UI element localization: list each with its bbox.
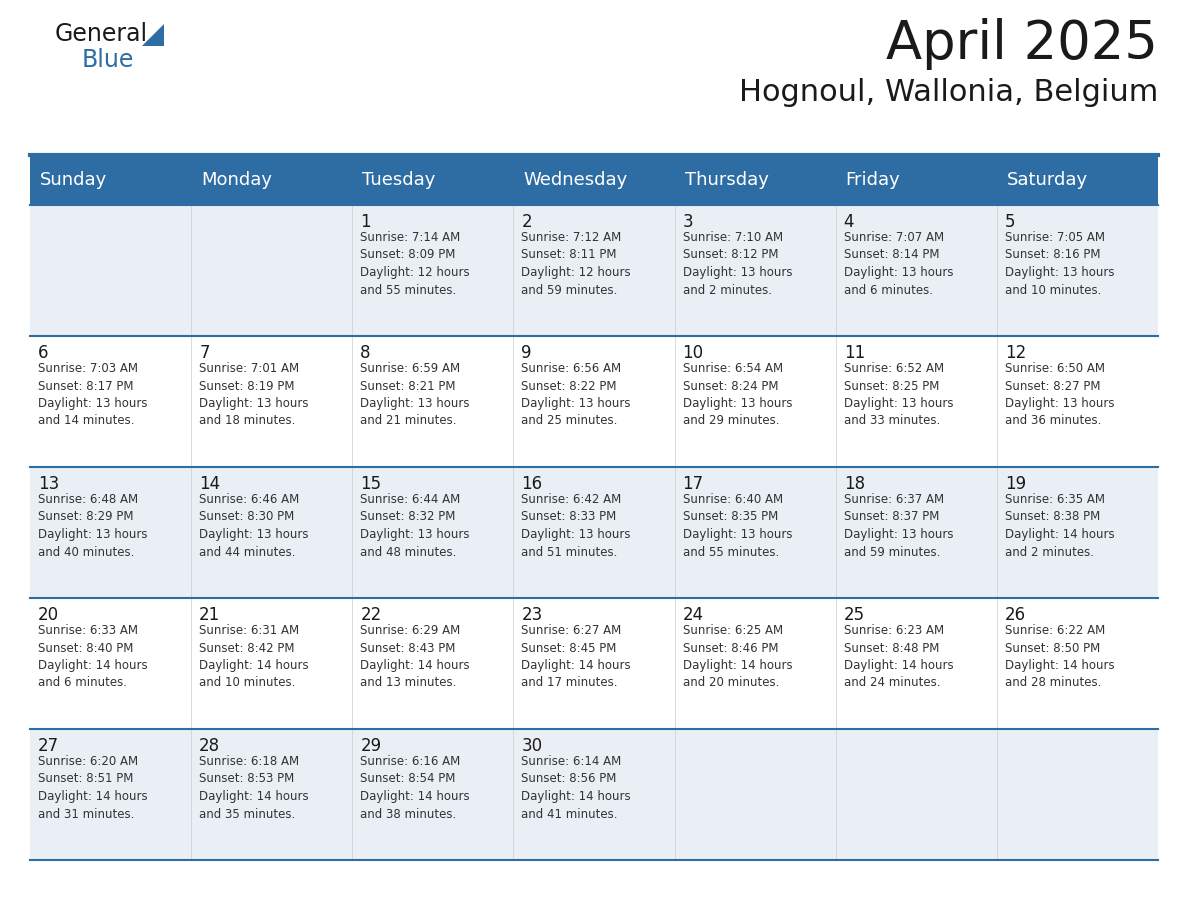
Text: Hognoul, Wallonia, Belgium: Hognoul, Wallonia, Belgium	[739, 78, 1158, 107]
Text: Sunrise: 6:46 AM
Sunset: 8:30 PM
Daylight: 13 hours
and 44 minutes.: Sunrise: 6:46 AM Sunset: 8:30 PM Dayligh…	[200, 493, 309, 558]
Text: 25: 25	[843, 606, 865, 624]
Text: 28: 28	[200, 737, 220, 755]
Text: Sunrise: 7:14 AM
Sunset: 8:09 PM
Daylight: 12 hours
and 55 minutes.: Sunrise: 7:14 AM Sunset: 8:09 PM Dayligh…	[360, 231, 470, 297]
Text: 26: 26	[1005, 606, 1026, 624]
Text: Sunrise: 6:35 AM
Sunset: 8:38 PM
Daylight: 14 hours
and 2 minutes.: Sunrise: 6:35 AM Sunset: 8:38 PM Dayligh…	[1005, 493, 1114, 558]
Text: 10: 10	[683, 344, 703, 362]
Text: Sunrise: 7:05 AM
Sunset: 8:16 PM
Daylight: 13 hours
and 10 minutes.: Sunrise: 7:05 AM Sunset: 8:16 PM Dayligh…	[1005, 231, 1114, 297]
Text: 30: 30	[522, 737, 543, 755]
Text: 21: 21	[200, 606, 221, 624]
Bar	[30, 729, 1158, 860]
Text: Sunrise: 6:29 AM
Sunset: 8:43 PM
Daylight: 14 hours
and 13 minutes.: Sunrise: 6:29 AM Sunset: 8:43 PM Dayligh…	[360, 624, 470, 689]
Text: 7: 7	[200, 344, 209, 362]
Bar	[30, 467, 1158, 598]
Text: Sunrise: 6:48 AM
Sunset: 8:29 PM
Daylight: 13 hours
and 40 minutes.: Sunrise: 6:48 AM Sunset: 8:29 PM Dayligh…	[38, 493, 147, 558]
Text: 16: 16	[522, 475, 543, 493]
Text: Saturday: Saturday	[1007, 171, 1088, 189]
Text: Sunrise: 6:25 AM
Sunset: 8:46 PM
Daylight: 14 hours
and 20 minutes.: Sunrise: 6:25 AM Sunset: 8:46 PM Dayligh…	[683, 624, 792, 689]
Text: General: General	[55, 22, 148, 46]
Text: 1: 1	[360, 213, 371, 231]
Text: Sunrise: 6:20 AM
Sunset: 8:51 PM
Daylight: 14 hours
and 31 minutes.: Sunrise: 6:20 AM Sunset: 8:51 PM Dayligh…	[38, 755, 147, 821]
Text: Tuesday: Tuesday	[362, 171, 436, 189]
Text: Sunrise: 6:42 AM
Sunset: 8:33 PM
Daylight: 13 hours
and 51 minutes.: Sunrise: 6:42 AM Sunset: 8:33 PM Dayligh…	[522, 493, 631, 558]
Text: Sunrise: 6:23 AM
Sunset: 8:48 PM
Daylight: 14 hours
and 24 minutes.: Sunrise: 6:23 AM Sunset: 8:48 PM Dayligh…	[843, 624, 953, 689]
Text: Sunrise: 6:22 AM
Sunset: 8:50 PM
Daylight: 14 hours
and 28 minutes.: Sunrise: 6:22 AM Sunset: 8:50 PM Dayligh…	[1005, 624, 1114, 689]
Text: 29: 29	[360, 737, 381, 755]
Text: Sunrise: 6:40 AM
Sunset: 8:35 PM
Daylight: 13 hours
and 55 minutes.: Sunrise: 6:40 AM Sunset: 8:35 PM Dayligh…	[683, 493, 792, 558]
Text: 19: 19	[1005, 475, 1026, 493]
Bar	[30, 336, 1158, 467]
Text: Wednesday: Wednesday	[524, 171, 627, 189]
Text: 23: 23	[522, 606, 543, 624]
Text: Sunrise: 7:07 AM
Sunset: 8:14 PM
Daylight: 13 hours
and 6 minutes.: Sunrise: 7:07 AM Sunset: 8:14 PM Dayligh…	[843, 231, 953, 297]
Text: 3: 3	[683, 213, 693, 231]
Text: Sunrise: 7:12 AM
Sunset: 8:11 PM
Daylight: 12 hours
and 59 minutes.: Sunrise: 7:12 AM Sunset: 8:11 PM Dayligh…	[522, 231, 631, 297]
Text: Thursday: Thursday	[684, 171, 769, 189]
Text: 15: 15	[360, 475, 381, 493]
Text: Sunrise: 6:27 AM
Sunset: 8:45 PM
Daylight: 14 hours
and 17 minutes.: Sunrise: 6:27 AM Sunset: 8:45 PM Dayligh…	[522, 624, 631, 689]
Text: Sunrise: 7:03 AM
Sunset: 8:17 PM
Daylight: 13 hours
and 14 minutes.: Sunrise: 7:03 AM Sunset: 8:17 PM Dayligh…	[38, 362, 147, 428]
Polygon shape	[143, 24, 164, 46]
Text: 11: 11	[843, 344, 865, 362]
Text: 18: 18	[843, 475, 865, 493]
Text: Monday: Monday	[201, 171, 272, 189]
Bar	[30, 155, 1158, 205]
Text: Sunrise: 6:14 AM
Sunset: 8:56 PM
Daylight: 14 hours
and 41 minutes.: Sunrise: 6:14 AM Sunset: 8:56 PM Dayligh…	[522, 755, 631, 821]
Text: 20: 20	[38, 606, 59, 624]
Text: Sunrise: 6:54 AM
Sunset: 8:24 PM
Daylight: 13 hours
and 29 minutes.: Sunrise: 6:54 AM Sunset: 8:24 PM Dayligh…	[683, 362, 792, 428]
Text: April 2025: April 2025	[886, 18, 1158, 70]
Text: 4: 4	[843, 213, 854, 231]
Text: 13: 13	[38, 475, 59, 493]
Text: Sunrise: 6:50 AM
Sunset: 8:27 PM
Daylight: 13 hours
and 36 minutes.: Sunrise: 6:50 AM Sunset: 8:27 PM Dayligh…	[1005, 362, 1114, 428]
Text: Sunrise: 6:16 AM
Sunset: 8:54 PM
Daylight: 14 hours
and 38 minutes.: Sunrise: 6:16 AM Sunset: 8:54 PM Dayligh…	[360, 755, 470, 821]
Bar	[30, 205, 1158, 336]
Text: 22: 22	[360, 606, 381, 624]
Text: 5: 5	[1005, 213, 1016, 231]
Bar	[30, 598, 1158, 729]
Text: Sunrise: 7:01 AM
Sunset: 8:19 PM
Daylight: 13 hours
and 18 minutes.: Sunrise: 7:01 AM Sunset: 8:19 PM Dayligh…	[200, 362, 309, 428]
Text: 24: 24	[683, 606, 703, 624]
Text: Sunrise: 6:33 AM
Sunset: 8:40 PM
Daylight: 14 hours
and 6 minutes.: Sunrise: 6:33 AM Sunset: 8:40 PM Dayligh…	[38, 624, 147, 689]
Text: Sunrise: 6:31 AM
Sunset: 8:42 PM
Daylight: 14 hours
and 10 minutes.: Sunrise: 6:31 AM Sunset: 8:42 PM Dayligh…	[200, 624, 309, 689]
Text: 2: 2	[522, 213, 532, 231]
Text: Blue: Blue	[82, 48, 134, 72]
Text: Sunrise: 6:52 AM
Sunset: 8:25 PM
Daylight: 13 hours
and 33 minutes.: Sunrise: 6:52 AM Sunset: 8:25 PM Dayligh…	[843, 362, 953, 428]
Text: 8: 8	[360, 344, 371, 362]
Text: 17: 17	[683, 475, 703, 493]
Text: 27: 27	[38, 737, 59, 755]
Text: Sunrise: 6:18 AM
Sunset: 8:53 PM
Daylight: 14 hours
and 35 minutes.: Sunrise: 6:18 AM Sunset: 8:53 PM Dayligh…	[200, 755, 309, 821]
Text: 6: 6	[38, 344, 49, 362]
Text: Sunrise: 6:37 AM
Sunset: 8:37 PM
Daylight: 13 hours
and 59 minutes.: Sunrise: 6:37 AM Sunset: 8:37 PM Dayligh…	[843, 493, 953, 558]
Text: Sunrise: 6:56 AM
Sunset: 8:22 PM
Daylight: 13 hours
and 25 minutes.: Sunrise: 6:56 AM Sunset: 8:22 PM Dayligh…	[522, 362, 631, 428]
Text: Friday: Friday	[846, 171, 901, 189]
Text: 9: 9	[522, 344, 532, 362]
Text: Sunrise: 7:10 AM
Sunset: 8:12 PM
Daylight: 13 hours
and 2 minutes.: Sunrise: 7:10 AM Sunset: 8:12 PM Dayligh…	[683, 231, 792, 297]
Text: 12: 12	[1005, 344, 1026, 362]
Text: Sunday: Sunday	[40, 171, 107, 189]
Text: Sunrise: 6:59 AM
Sunset: 8:21 PM
Daylight: 13 hours
and 21 minutes.: Sunrise: 6:59 AM Sunset: 8:21 PM Dayligh…	[360, 362, 469, 428]
Text: 14: 14	[200, 475, 220, 493]
Text: Sunrise: 6:44 AM
Sunset: 8:32 PM
Daylight: 13 hours
and 48 minutes.: Sunrise: 6:44 AM Sunset: 8:32 PM Dayligh…	[360, 493, 469, 558]
